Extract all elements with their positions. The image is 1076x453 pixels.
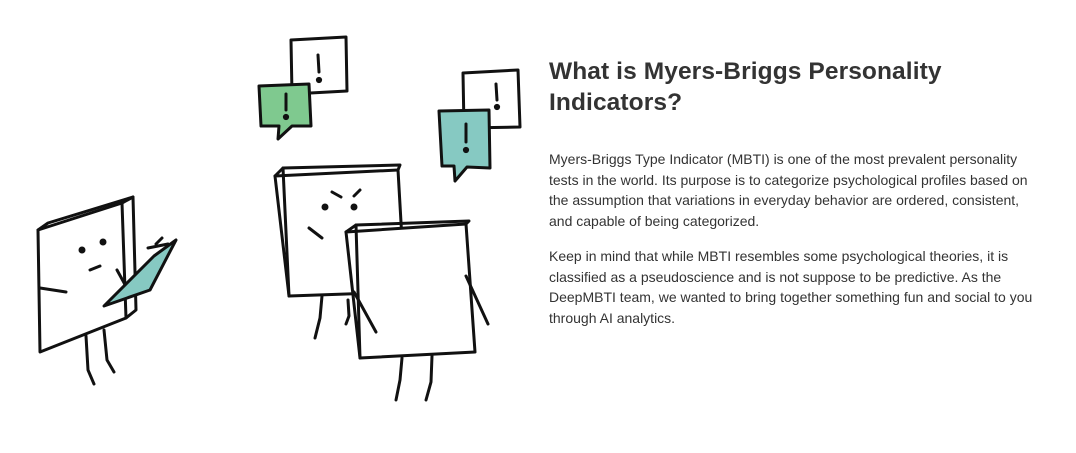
paragraph-disclaimer: Keep in mind that while MBTI resembles s… — [549, 248, 1033, 326]
speech-bubbles-right — [437, 68, 522, 183]
illustration-svg — [36, 35, 522, 402]
mbti-info-section: What is Myers-Briggs Personality Indicat… — [549, 56, 1044, 328]
clipboard-character — [36, 195, 178, 386]
paragraph-intro: Myers-Briggs Type Indicator (MBTI) is on… — [549, 151, 1028, 229]
speech-bubbles-left — [257, 35, 349, 141]
front-character — [344, 219, 490, 402]
box-characters-illustration — [36, 35, 522, 402]
section-title: What is Myers-Briggs Personality Indicat… — [549, 58, 942, 116]
